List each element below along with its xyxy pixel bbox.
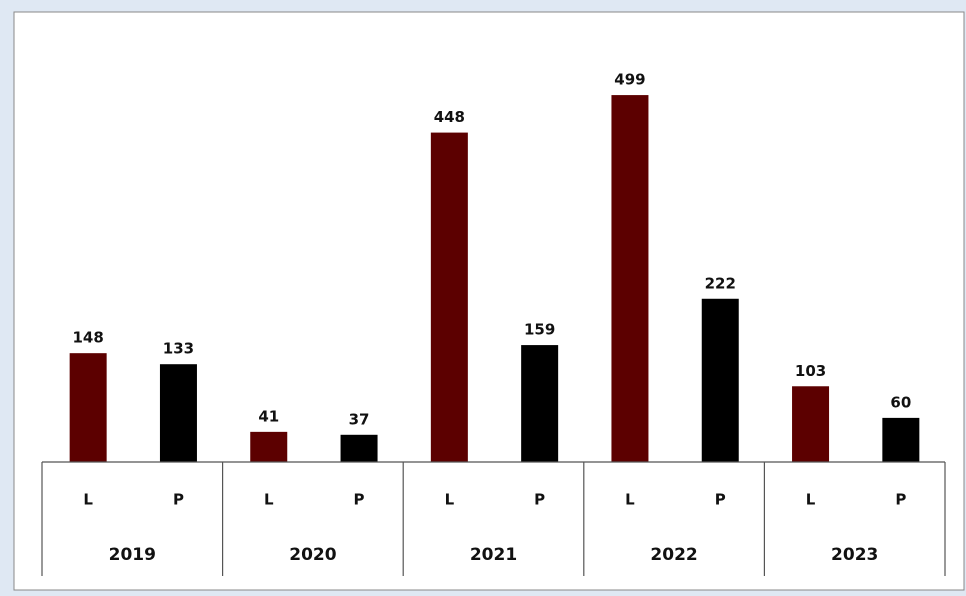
value-label: 159 [524, 321, 555, 339]
bar [430, 132, 468, 462]
x-sub-label: L [264, 491, 274, 509]
bar [611, 95, 649, 463]
x-tick-label: 2022 [650, 545, 697, 565]
x-sub-label: L [806, 491, 816, 509]
bar [250, 431, 288, 462]
bar [701, 298, 739, 462]
bar [792, 386, 830, 462]
x-sub-label: L [445, 491, 455, 509]
value-label: 148 [72, 329, 103, 347]
value-label: 222 [705, 274, 736, 292]
value-label: 60 [890, 393, 911, 411]
value-label: 499 [614, 71, 645, 89]
value-label: 448 [434, 108, 465, 126]
value-label: 37 [349, 410, 370, 428]
x-tick-label: 2020 [289, 545, 336, 565]
bar [882, 417, 920, 462]
x-sub-label: P [715, 491, 726, 509]
x-tick-label: 2019 [109, 545, 156, 565]
bar [340, 434, 378, 462]
x-tick-label: 2023 [831, 545, 878, 565]
bar [69, 353, 107, 462]
value-label: 41 [258, 407, 279, 425]
x-sub-label: P [895, 491, 906, 509]
x-tick-label: 2021 [470, 545, 517, 565]
bar [521, 345, 559, 462]
x-sub-label: L [83, 491, 93, 509]
x-sub-label: P [354, 491, 365, 509]
x-sub-label: P [173, 491, 184, 509]
x-sub-label: L [625, 491, 635, 509]
value-label: 133 [163, 340, 194, 358]
value-label: 103 [795, 362, 826, 380]
x-sub-label: P [534, 491, 545, 509]
chart-frame [13, 11, 965, 591]
bar [159, 364, 197, 462]
